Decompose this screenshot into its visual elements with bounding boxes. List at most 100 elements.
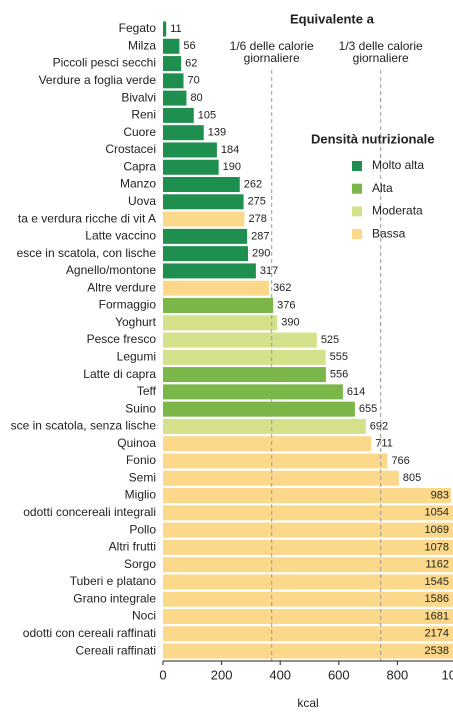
bar [163,591,453,607]
category-label: Reni [131,108,156,122]
value-label: 80 [190,92,202,104]
bar [163,626,453,642]
value-label: 317 [260,265,278,277]
bar [163,470,399,486]
value-label: 390 [281,317,299,329]
category-label: Uova [128,194,156,208]
value-label: 766 [391,455,409,467]
category-label: Cereali raffinati [76,643,156,657]
bar [163,263,256,279]
legend-swatch [352,161,362,171]
bar [163,557,453,573]
category-label: Fegato [119,21,157,35]
value-label: 1069 [425,524,449,536]
value-label: 805 [403,472,421,484]
x-tick-label: 600 [328,667,350,682]
category-label: Agnello/montone [66,263,156,277]
value-label: 287 [251,230,269,242]
category-label: Verdure a foglia verde [39,73,157,87]
category-label: Cuore [123,125,156,139]
category-label: Altri frutti [109,540,156,554]
value-label: 1078 [425,541,449,553]
bar [163,228,248,244]
category-label: Capra [123,159,156,173]
bar [163,453,388,469]
value-label: 62 [185,57,197,69]
value-label: 1162 [425,559,449,571]
value-label: 555 [330,351,348,363]
bar [163,436,372,452]
category-label: Milza [128,38,156,52]
x-tick-label: 200 [211,667,233,682]
reference-title: Equivalente a [290,11,375,26]
legend-label: Bassa [372,226,406,240]
bar [163,332,317,348]
value-label: 278 [248,213,266,225]
value-label: 655 [359,403,377,415]
value-label: 983 [431,489,449,501]
value-label: 362 [273,282,291,294]
category-label: Pollo [129,522,156,536]
category-label: Grano integrale [73,591,156,605]
bar [163,609,453,625]
category-label: Piccoli pesci secchi [53,56,156,70]
legend-swatch [352,229,362,240]
bar [163,367,326,383]
category-label: Formaggio [99,298,157,312]
bar [163,384,343,400]
category-label: Legumi [117,349,156,363]
reference-label: giornaliere [353,51,409,65]
category-label: esce in scatola, con lische [17,246,157,260]
value-label: 692 [370,420,388,432]
bar [163,246,248,262]
bar [163,159,219,175]
legend-label: Moderata [372,204,423,218]
value-label: 1545 [425,576,449,588]
category-label: odotti concereali integrali [23,505,156,519]
bar [163,505,453,521]
category-label: Suino [125,401,156,415]
category-label: Miglio [125,488,157,502]
value-label: 275 [248,196,266,208]
bar [163,349,326,365]
value-label: 1681 [425,610,449,622]
bar [163,280,270,296]
bar [163,315,278,331]
reference-label: 1/3 delle calorie [339,39,423,53]
category-label: sce in scatola, senza lische [11,419,157,433]
bar [163,539,453,555]
value-label: 711 [375,438,393,450]
bar [163,643,453,659]
bar [163,38,180,54]
category-label: Latte vaccino [85,229,156,243]
x-tick-label: 800 [387,667,409,682]
category-label: Manzo [120,177,156,191]
legend-label: Molto alta [372,158,424,172]
category-label: Bivalvi [121,90,156,104]
bar [163,401,355,417]
category-label: Fonio [126,453,156,467]
category-label: odotti con cereali raffinati [23,626,156,640]
x-tick-label: 0 [159,667,166,682]
reference-label: 1/6 delle calorie [230,39,314,53]
bar [163,21,167,37]
bar [163,107,194,123]
value-label: 1054 [425,507,449,519]
legend-swatch [352,206,362,217]
bar [163,574,453,590]
category-label: Yoghurt [115,315,157,329]
x-tick-label: 400 [269,667,291,682]
category-label: Tuberi e platano [70,574,157,588]
value-label: 105 [198,109,216,121]
category-label: ta e verdura ricche di vit A [18,211,156,225]
value-label: 70 [188,75,200,87]
value-label: 1586 [425,593,449,605]
category-label: Crostacei [105,142,156,156]
bar [163,297,274,313]
value-label: 11 [170,23,181,35]
category-label: Latte di capra [83,367,156,381]
bar [163,56,182,72]
category-label: Altre verdure [87,280,156,294]
category-label: Sorgo [124,557,156,571]
bar [163,73,184,89]
